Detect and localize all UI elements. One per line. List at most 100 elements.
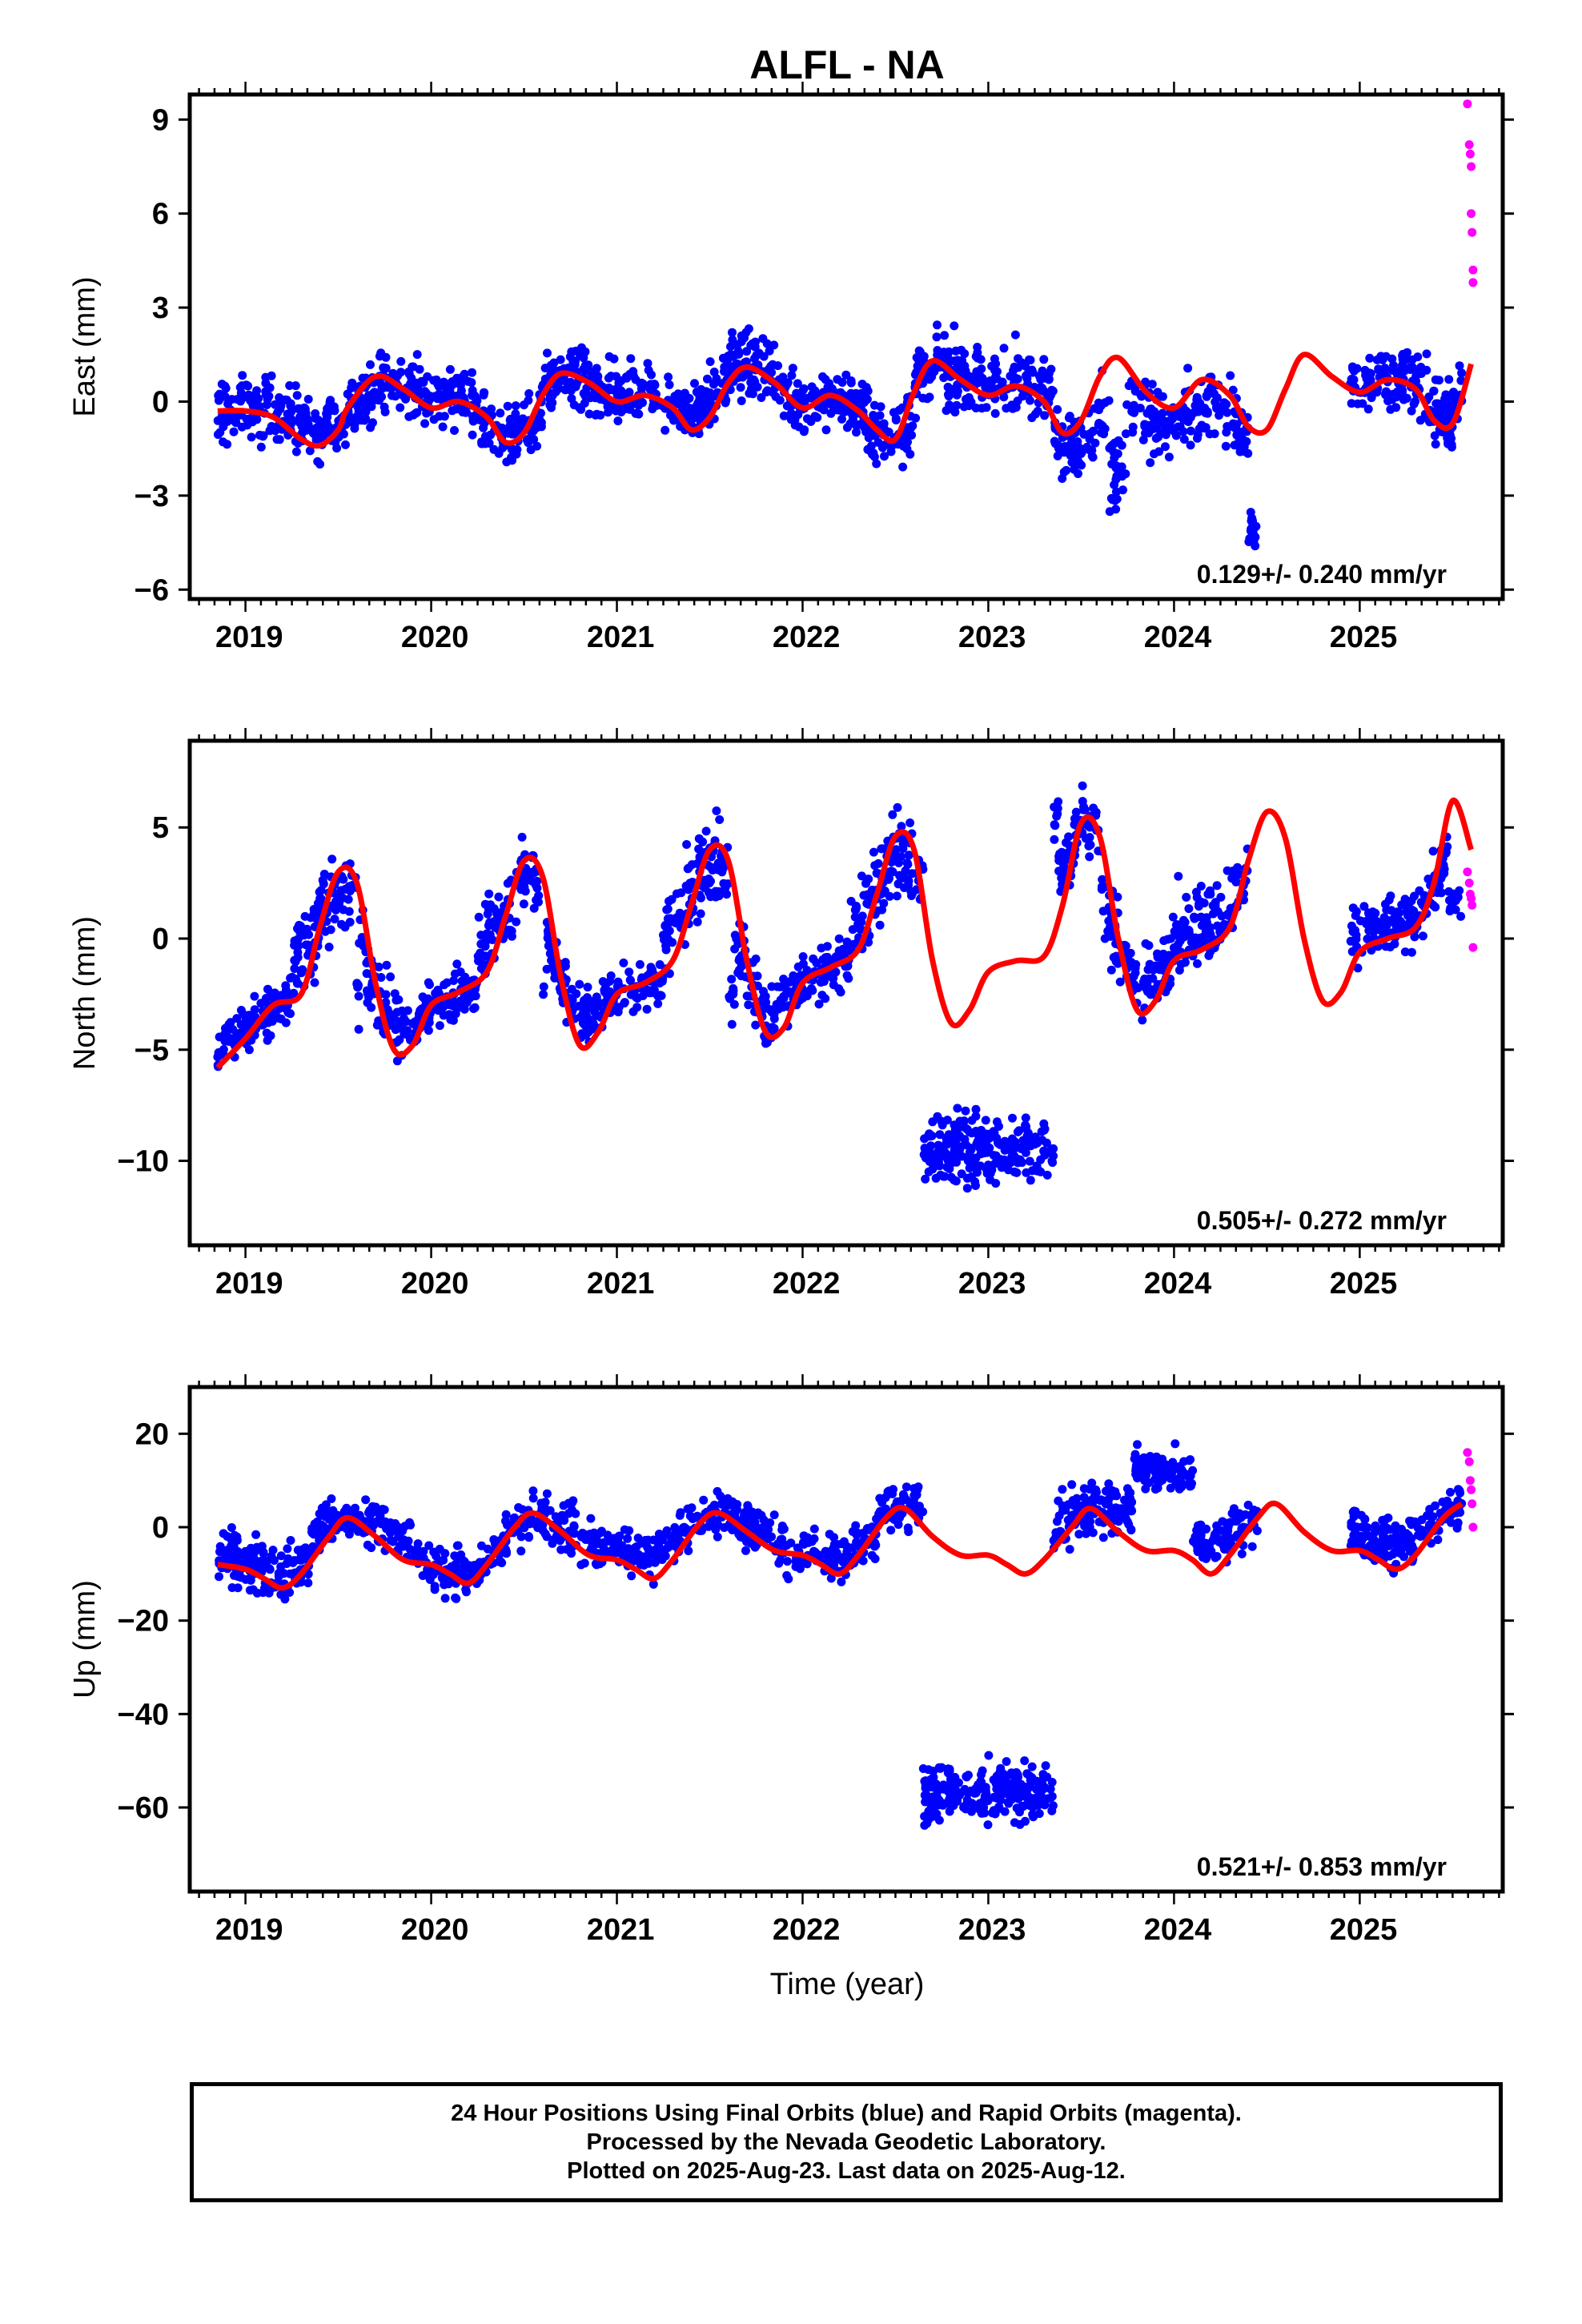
final-point [245, 1586, 255, 1595]
y-tick-label: 0 [152, 923, 169, 956]
final-point [1010, 1137, 1020, 1147]
final-point [662, 1526, 672, 1535]
final-point [837, 1577, 846, 1586]
final-point [1081, 834, 1090, 843]
final-point [354, 1024, 363, 1034]
final-point [342, 1524, 351, 1534]
final-point [1156, 428, 1166, 437]
final-point [1413, 352, 1423, 362]
final-point [647, 370, 656, 380]
final-point [648, 1579, 658, 1589]
final-point [1434, 400, 1443, 410]
final-point [1347, 362, 1357, 372]
final-point [589, 1528, 599, 1538]
final-point [898, 839, 908, 849]
final-point [1451, 896, 1460, 906]
final-point [252, 401, 262, 411]
final-point [1244, 537, 1254, 546]
final-point [367, 1543, 376, 1553]
final-point [320, 927, 330, 936]
final-point [392, 1037, 402, 1047]
final-point [1058, 474, 1067, 483]
final-point [424, 1018, 434, 1027]
final-point [410, 1551, 420, 1561]
final-point [318, 875, 327, 885]
final-point [1097, 882, 1106, 891]
final-point [834, 984, 844, 994]
final-point [341, 440, 350, 449]
final-point [1367, 393, 1376, 403]
final-point [1118, 485, 1127, 495]
x-tick-label: 2025 [1330, 621, 1398, 654]
final-point [263, 1035, 272, 1045]
final-point [339, 905, 348, 915]
final-point [905, 449, 915, 459]
final-point [619, 958, 628, 967]
final-point [430, 1582, 440, 1591]
final-point [1164, 452, 1174, 462]
final-point [475, 956, 484, 966]
y-tick-label: 9 [152, 103, 169, 137]
final-point [934, 1147, 942, 1156]
final-point [592, 376, 602, 385]
final-point [1429, 386, 1439, 396]
final-point [1422, 365, 1431, 375]
final-point [777, 1001, 787, 1010]
final-point [859, 891, 869, 900]
final-point [520, 1523, 529, 1533]
final-point [1130, 408, 1139, 417]
final-point [1062, 465, 1071, 475]
final-point [1217, 911, 1227, 921]
final-point [327, 854, 337, 864]
final-point [304, 930, 314, 939]
final-point [973, 1168, 982, 1177]
final-point [769, 1510, 779, 1520]
final-point [672, 889, 681, 899]
final-point [711, 1525, 721, 1534]
final-point [380, 407, 390, 416]
final-point [1389, 360, 1398, 370]
final-point [215, 428, 225, 437]
final-point [809, 1524, 819, 1534]
final-point [1048, 1158, 1058, 1168]
final-point [1010, 1167, 1019, 1176]
north-final-points [213, 781, 1478, 1193]
final-point [1149, 965, 1158, 975]
final-point [388, 368, 398, 378]
final-point [539, 982, 548, 991]
final-point [676, 911, 685, 920]
final-point [1193, 430, 1203, 440]
final-point [1140, 974, 1150, 983]
final-point [1409, 907, 1419, 916]
final-point [424, 994, 433, 1003]
final-point [560, 376, 569, 385]
final-point [610, 386, 620, 395]
final-point [636, 384, 646, 393]
final-point [435, 1021, 444, 1031]
final-point [524, 1533, 534, 1542]
final-point [291, 381, 300, 391]
final-point [270, 1010, 279, 1019]
final-point [922, 394, 932, 404]
final-point [726, 342, 735, 352]
final-point [223, 399, 233, 408]
final-point [1037, 1127, 1046, 1136]
final-point [1010, 330, 1020, 340]
final-point [699, 1495, 709, 1505]
final-point [275, 404, 285, 414]
final-point [994, 1139, 1003, 1148]
final-point [542, 1489, 552, 1498]
final-point [799, 384, 809, 393]
final-point [1219, 398, 1229, 408]
final-point [282, 396, 291, 404]
final-point [308, 1542, 318, 1551]
final-point [483, 909, 492, 919]
final-point [1098, 875, 1107, 884]
final-point [365, 1506, 375, 1515]
final-point [511, 401, 520, 411]
final-point [381, 364, 391, 373]
final-point [259, 431, 268, 440]
final-point [970, 372, 979, 381]
final-point [661, 921, 670, 931]
